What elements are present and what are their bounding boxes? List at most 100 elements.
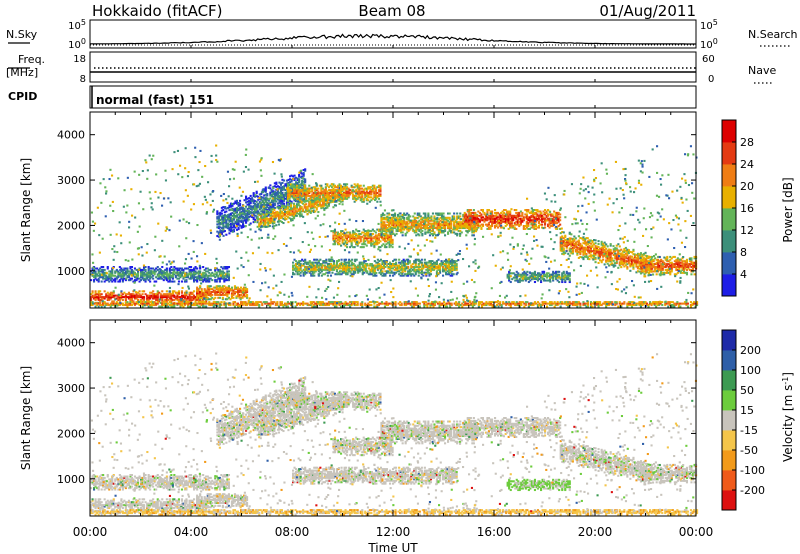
rti-cell (276, 198, 279, 201)
rti-cell (103, 297, 106, 300)
rti-cell (371, 233, 374, 236)
rti-cell (161, 294, 164, 297)
rti-cell (118, 296, 121, 299)
rti-cell (143, 271, 146, 274)
rti-cell (130, 293, 134, 296)
rti-cell (280, 215, 284, 218)
rti-cell (144, 273, 147, 276)
rti-cell (278, 181, 281, 184)
rti-cell (159, 296, 162, 299)
rti-cell (224, 293, 227, 296)
rti-cell (291, 207, 294, 210)
rti-cell (199, 296, 202, 299)
rti-cell (260, 204, 263, 207)
rti-cell (117, 296, 120, 299)
rti-cell (559, 219, 562, 222)
rti-cell (164, 300, 167, 303)
rti-cell (208, 268, 211, 271)
rti-cell (273, 193, 276, 196)
rti-cell (91, 268, 94, 271)
rti-cell (286, 216, 290, 219)
rti-cell (115, 297, 118, 300)
rti-cell (118, 299, 121, 302)
rti-cell (217, 215, 220, 218)
rti-cell (194, 273, 197, 276)
rti-cell (261, 212, 264, 215)
rti-cell (302, 215, 305, 218)
rti-cell (237, 223, 240, 226)
rti-cell (297, 208, 300, 211)
rti-cell (282, 222, 285, 225)
rti-cell (273, 199, 276, 202)
rti-cell (615, 247, 618, 250)
rti-cell (267, 210, 270, 213)
rti-cell (235, 218, 239, 221)
rti-cell (217, 274, 220, 277)
rti-cell (127, 270, 131, 273)
rti-cell (287, 181, 290, 184)
rti-cell (208, 291, 211, 294)
rti-cell (296, 183, 299, 186)
rti-cell (244, 286, 247, 289)
rti-cell (97, 280, 100, 283)
rti-cell (249, 197, 252, 200)
rti-cell (165, 273, 168, 276)
rti-cell (155, 294, 158, 297)
rti-cell (124, 273, 127, 276)
rti-cell (218, 291, 221, 294)
rti-cell (255, 200, 258, 203)
rti-cell (272, 196, 275, 199)
rti-cell (115, 277, 118, 280)
rti-cell (234, 226, 237, 229)
rti-cell (141, 277, 144, 280)
rti-cell (158, 270, 161, 273)
rti-cell (270, 190, 273, 193)
rti-cell (304, 179, 307, 182)
rti-cell (281, 194, 284, 197)
rti-cell (215, 291, 218, 294)
rti-cell (267, 203, 270, 206)
rti-cell (291, 209, 294, 212)
rti-cell (170, 276, 173, 279)
rti-cell (418, 212, 421, 215)
rti-cell (597, 261, 600, 264)
rti-cell (304, 181, 307, 184)
rti-cell (115, 276, 118, 279)
rti-cell (401, 234, 404, 237)
rti-cell (281, 199, 284, 202)
rti-cell (232, 208, 236, 211)
rti-cell (170, 301, 173, 304)
nsky-label: N.Sky (6, 28, 38, 41)
nsearch-tick-top: 105 (700, 18, 718, 33)
rti-cell (90, 293, 93, 296)
rti-cell (209, 292, 212, 295)
rti-cell (240, 289, 243, 292)
rti-cell (268, 217, 271, 220)
rti-cell (276, 213, 279, 216)
rti-cell (165, 294, 168, 297)
rti-cell (277, 223, 281, 226)
rti-cell (111, 270, 114, 273)
rti-cell (283, 207, 287, 210)
rti-cell (409, 215, 412, 218)
rti-cell (216, 210, 219, 213)
rti-cell (217, 222, 220, 225)
rti-cell (215, 292, 218, 295)
rti-cell (226, 291, 229, 294)
rti-cell (638, 270, 641, 273)
rti-cell (235, 209, 239, 212)
rti-cell (240, 206, 243, 209)
rti-cell (155, 299, 158, 302)
rti-cell (168, 279, 171, 282)
rti-cell (413, 212, 416, 215)
rti-cell (260, 203, 263, 206)
rti-cell (299, 215, 302, 218)
rti-cell (296, 186, 299, 189)
rti-cell (261, 203, 264, 206)
rti-cell (246, 200, 249, 203)
rti-cell (304, 178, 307, 181)
rti-cell (266, 194, 269, 197)
rti-cell (173, 280, 176, 283)
rti-cell (167, 277, 170, 280)
rti-cell (196, 288, 199, 291)
